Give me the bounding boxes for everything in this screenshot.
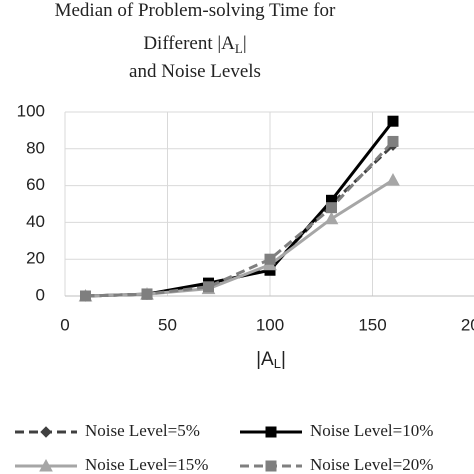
x-label-subscript: L [274, 356, 281, 371]
marker [326, 202, 337, 214]
y-tick-label: 100 [17, 101, 45, 120]
title-part: Median of Problem-solving Time for [55, 0, 336, 21]
x-label-part: | [281, 349, 286, 370]
marker [203, 281, 214, 293]
legend-label: Noise Level=5% [85, 421, 200, 440]
legend-label: Noise Level=15% [85, 455, 208, 474]
x-label-part: |A [256, 349, 274, 370]
marker [80, 290, 91, 302]
chart-title: and Noise Levels [129, 61, 261, 82]
marker [141, 288, 153, 300]
legend-item: Noise Level=10% [240, 421, 433, 440]
marker [386, 173, 400, 186]
x-axis-label: |AL| [256, 349, 286, 371]
marker [265, 426, 277, 438]
marker [324, 211, 339, 225]
x-tick-label: 50 [158, 315, 177, 334]
series-line [85, 178, 394, 298]
x-tick-label: 200 [461, 315, 474, 334]
marker [264, 253, 276, 265]
title-part: and Noise Levels [129, 61, 261, 82]
y-tick-label: 80 [26, 138, 45, 157]
x-tick-label: 100 [256, 315, 284, 334]
legend-label: Noise Level=20% [310, 455, 433, 474]
x-tick-label: 0 [60, 315, 69, 334]
y-tick-label: 0 [36, 285, 45, 304]
chart-title: Median of Problem-solving Time for [55, 0, 336, 21]
y-tick-label: 20 [26, 249, 45, 268]
legend-item: Noise Level=5% [15, 421, 200, 440]
marker [39, 458, 53, 472]
y-tick-label: 60 [26, 175, 45, 194]
marker [265, 460, 277, 472]
y-tick-label: 40 [26, 212, 45, 231]
marker [40, 426, 52, 438]
marker [387, 115, 399, 127]
legend-item: Noise Level=15% [15, 455, 208, 474]
legend-item: Noise Level=20% [240, 455, 433, 474]
chart-title: Different |AL| [143, 33, 246, 56]
marker [387, 135, 399, 147]
series-line [85, 140, 395, 298]
title-part: Different |A [143, 33, 235, 54]
title-subscript: L [235, 41, 243, 56]
x-tick-label: 150 [358, 315, 386, 334]
title-part: | [243, 33, 247, 54]
legend-label: Noise Level=10% [310, 421, 433, 440]
